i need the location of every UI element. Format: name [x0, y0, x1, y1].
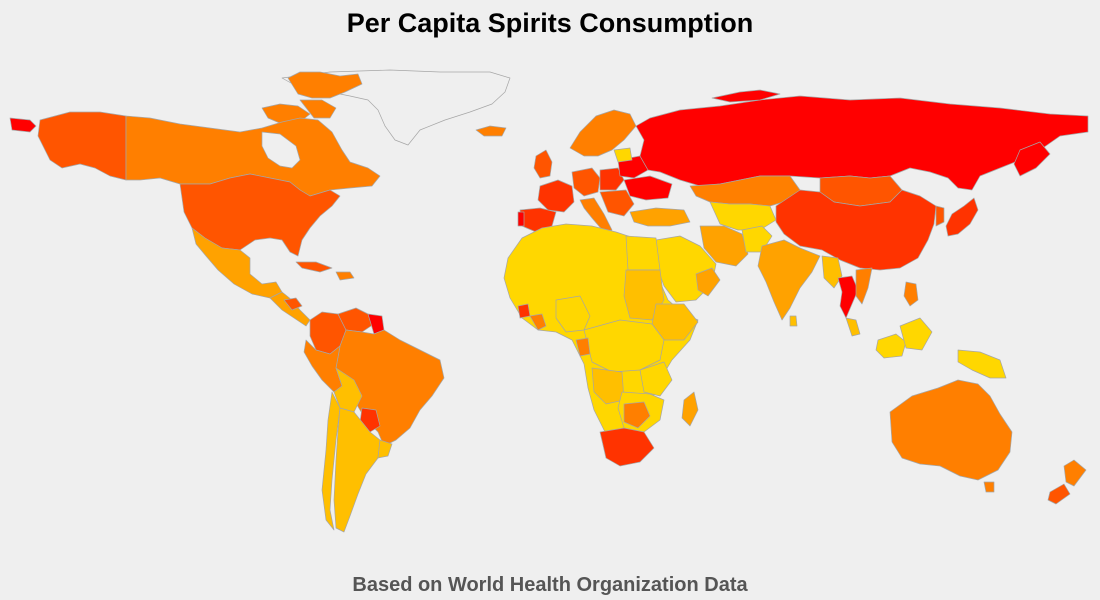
region-china — [775, 189, 937, 271]
region-chile — [321, 391, 341, 531]
region-alaska — [37, 111, 127, 181]
region-vietnam — [855, 267, 873, 305]
region-zimbabwe — [623, 401, 651, 429]
region-belarus — [617, 155, 649, 179]
region-india — [757, 239, 821, 321]
region-poland — [599, 167, 625, 191]
region-russia-north-islands — [711, 89, 781, 103]
region-turkey — [629, 207, 691, 227]
region-germany — [571, 167, 601, 197]
region-gabon-congo — [575, 337, 591, 357]
region-baltic — [613, 147, 633, 163]
region-indonesia — [875, 333, 907, 359]
region-australia — [889, 379, 1013, 481]
region-cuba — [295, 261, 333, 273]
region-new-guinea — [957, 349, 1007, 379]
region-balkans — [599, 189, 635, 217]
region-korea — [935, 205, 945, 227]
region-thailand — [837, 275, 859, 319]
region-ukraine — [623, 175, 673, 201]
region-alaska-tip — [9, 117, 37, 133]
region-new-zealand-south — [1047, 483, 1071, 505]
region-central-america — [269, 291, 311, 327]
map-subtitle: Based on World Health Organization Data — [352, 574, 748, 596]
region-madagascar — [681, 391, 699, 427]
region-philippines — [903, 281, 919, 307]
region-mexico — [191, 227, 283, 299]
region-central-america-red — [283, 297, 303, 311]
region-new-zealand-north — [1063, 459, 1087, 487]
region-central-africa — [583, 319, 665, 373]
map-title: Per Capita Spirits Consumption — [346, 8, 754, 38]
region-portugal — [517, 211, 525, 227]
region-canada-islands — [299, 99, 337, 119]
region-hispaniola — [335, 271, 355, 281]
region-iceland — [475, 125, 507, 137]
region-south-africa — [599, 427, 655, 467]
region-tanzania — [639, 361, 673, 397]
region-malaysia — [845, 317, 861, 337]
region-borneo — [899, 317, 933, 351]
region-sierra-leone — [517, 303, 531, 319]
region-egypt — [625, 235, 661, 271]
region-nigeria — [555, 295, 591, 333]
region-myanmar — [821, 255, 843, 289]
region-iran — [699, 225, 749, 267]
region-canada-islands — [287, 71, 363, 99]
region-sri-lanka — [789, 315, 798, 327]
region-oman — [695, 267, 721, 297]
region-sudan — [623, 269, 665, 321]
region-angola — [591, 367, 625, 405]
hudson-bay — [261, 131, 301, 169]
region-kamchatka — [1013, 141, 1051, 177]
region-japan — [945, 197, 979, 237]
region-france — [537, 179, 575, 213]
region-uruguay — [377, 439, 393, 459]
region-argentina — [333, 407, 381, 533]
region-tasmania — [983, 481, 995, 493]
region-uk — [533, 149, 553, 179]
region-west-africa-coast — [529, 313, 547, 331]
